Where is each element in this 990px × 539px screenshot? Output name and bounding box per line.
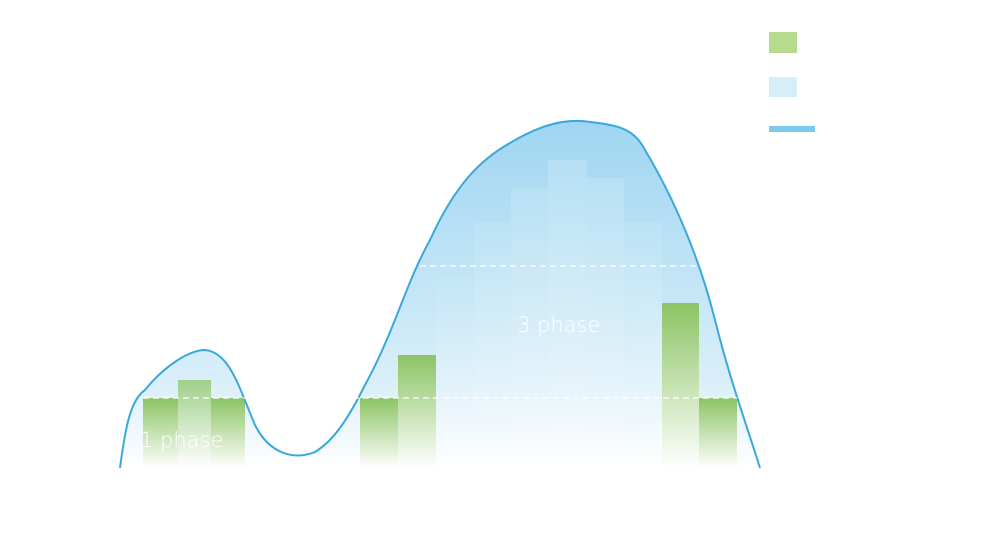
phase-label: 1 phase xyxy=(140,428,223,452)
legend-swatch xyxy=(769,77,797,97)
curve-line xyxy=(119,119,761,469)
blue-bars xyxy=(436,160,662,468)
phase-label: 3 phase xyxy=(517,313,600,337)
legend-swatch xyxy=(769,32,797,53)
legend-swatch xyxy=(769,126,815,132)
green-bars xyxy=(143,303,737,468)
